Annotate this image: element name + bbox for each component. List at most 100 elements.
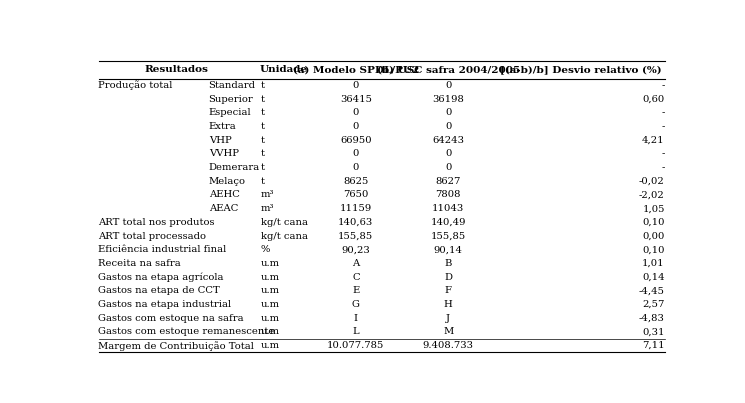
Text: I: I [354,314,358,323]
Text: 0: 0 [352,108,359,117]
Text: Gastos com estoque remanescente: Gastos com estoque remanescente [98,327,274,337]
Text: -4,45: -4,45 [638,287,665,295]
Text: -: - [662,163,665,172]
Text: m³: m³ [261,204,274,213]
Text: 0,60: 0,60 [642,95,665,104]
Text: F: F [445,287,451,295]
Text: u.m: u.m [261,341,279,350]
Text: Margem de Contribuição Total: Margem de Contribuição Total [98,341,253,351]
Text: u.m: u.m [261,287,279,295]
Text: Melaço: Melaço [209,177,246,186]
Text: M: M [443,327,454,337]
Text: Receita na safra: Receita na safra [98,259,180,268]
Text: 0: 0 [445,108,451,117]
Text: 36198: 36198 [432,95,464,104]
Text: 0: 0 [445,163,451,172]
Text: 64243: 64243 [432,136,464,145]
Text: 66950: 66950 [340,136,372,145]
Text: J: J [446,314,450,323]
Text: %: % [261,245,270,254]
Text: H: H [444,300,452,309]
Text: -2,02: -2,02 [639,191,665,199]
Text: 0,10: 0,10 [642,218,665,227]
Text: t: t [261,95,264,104]
Text: E: E [352,287,359,295]
Text: u.m: u.m [261,259,279,268]
Text: -: - [662,81,665,90]
Text: Standard: Standard [209,81,256,90]
Text: t: t [261,163,264,172]
Text: -: - [662,122,665,131]
Text: ART total processado: ART total processado [98,232,206,241]
Text: 0: 0 [445,150,451,158]
Text: -: - [662,150,665,158]
Text: Gastos na etapa agrícola: Gastos na etapa agrícola [98,272,224,282]
Text: 4,21: 4,21 [642,136,665,145]
Text: L: L [352,327,359,337]
Text: -0,02: -0,02 [639,177,665,186]
Text: 140,63: 140,63 [338,218,373,227]
Text: 140,49: 140,49 [431,218,466,227]
Text: u.m: u.m [261,327,279,337]
Text: 2,57: 2,57 [642,300,665,309]
Text: 1,01: 1,01 [642,259,665,268]
Text: 7650: 7650 [343,191,369,199]
Text: 7,11: 7,11 [642,341,665,350]
Text: Superior: Superior [209,95,253,104]
Text: 10.077.785: 10.077.785 [327,341,384,350]
Text: u.m: u.m [261,300,279,309]
Text: VHP: VHP [209,136,232,145]
Text: D: D [444,273,452,282]
Text: 1,05: 1,05 [642,204,665,213]
Text: Resultados: Resultados [145,65,208,74]
Text: -4,83: -4,83 [639,314,665,323]
Text: 0: 0 [445,122,451,131]
Text: AEAC: AEAC [209,204,238,213]
Text: t: t [261,122,264,131]
Text: 0,31: 0,31 [642,327,665,337]
Text: Extra: Extra [209,122,236,131]
Text: 8627: 8627 [436,177,461,186]
Text: Gastos na etapa industrial: Gastos na etapa industrial [98,300,231,309]
Text: u.m: u.m [261,273,279,282]
Text: 11159: 11159 [340,204,372,213]
Text: 8625: 8625 [343,177,369,186]
Text: m³: m³ [261,191,274,199]
Text: t: t [261,108,264,117]
Text: AEHC: AEHC [209,191,239,199]
Text: 0: 0 [445,81,451,90]
Text: t: t [261,177,264,186]
Text: B: B [445,259,452,268]
Text: 155,85: 155,85 [431,232,466,241]
Text: 155,85: 155,85 [338,232,373,241]
Text: Produção total: Produção total [98,81,172,90]
Text: Gastos na etapa de CCT: Gastos na etapa de CCT [98,287,220,295]
Text: 9.408.733: 9.408.733 [422,341,474,350]
Text: [(a-b)/b] Desvio relativo (%): [(a-b)/b] Desvio relativo (%) [500,65,662,74]
Text: t: t [261,136,264,145]
Text: kg/t cana: kg/t cana [261,232,308,241]
Text: Especial: Especial [209,108,251,117]
Text: 0: 0 [352,81,359,90]
Text: 11043: 11043 [432,204,464,213]
Text: 0,14: 0,14 [642,273,665,282]
Text: -: - [662,108,665,117]
Text: VVHP: VVHP [209,150,238,158]
Text: 0,10: 0,10 [642,245,665,254]
Text: u.m: u.m [261,314,279,323]
Text: Gastos com estoque na safra: Gastos com estoque na safra [98,314,244,323]
Text: C: C [352,273,360,282]
Text: 90,23: 90,23 [341,245,370,254]
Text: kg/t cana: kg/t cana [261,218,308,227]
Text: Eficiência industrial final: Eficiência industrial final [98,245,226,254]
Text: 0,00: 0,00 [642,232,665,241]
Text: 0: 0 [352,150,359,158]
Text: A: A [352,259,359,268]
Text: (a) Modelo SPDL/PU2: (a) Modelo SPDL/PU2 [293,65,419,74]
Text: Unidade: Unidade [260,65,308,74]
Text: 0: 0 [352,163,359,172]
Text: Demerara: Demerara [209,163,260,172]
Text: G: G [352,300,360,309]
Text: ART total nos produtos: ART total nos produtos [98,218,215,227]
Text: 90,14: 90,14 [434,245,463,254]
